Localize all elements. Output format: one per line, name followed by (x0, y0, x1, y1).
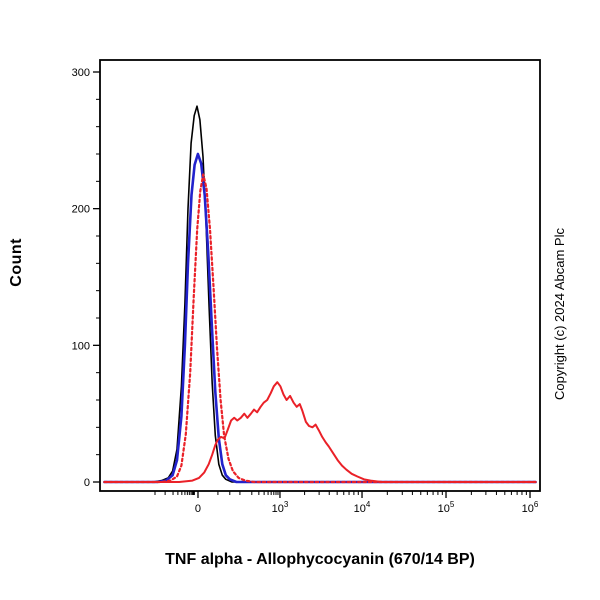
x-tick-label: 104 (354, 500, 371, 515)
plot-border (99, 59, 541, 492)
x-tick-label: 106 (522, 500, 539, 515)
histogram-plot: 0 100 200 300 0 103 104 105 106 (72, 59, 541, 515)
y-tick-label: 300 (72, 67, 90, 79)
series-red_dotted (103, 173, 537, 484)
x-tick-label: 105 (438, 500, 455, 515)
y-tick-label: 0 (84, 477, 90, 489)
x-tick-label: 0 (195, 503, 201, 515)
x-tick-label: 103 (272, 500, 289, 515)
series-red_solid (103, 381, 537, 483)
y-tick-label: 200 (72, 204, 90, 216)
copyright-text: Copyright (c) 2024 Abcam Plc (552, 228, 567, 400)
series-black_solid (103, 105, 537, 483)
x-axis-title: TNF alpha - Allophycocyanin (670/14 BP) (165, 551, 475, 568)
y-tick-label: 100 (72, 340, 90, 352)
series-blue_solid (103, 152, 537, 484)
